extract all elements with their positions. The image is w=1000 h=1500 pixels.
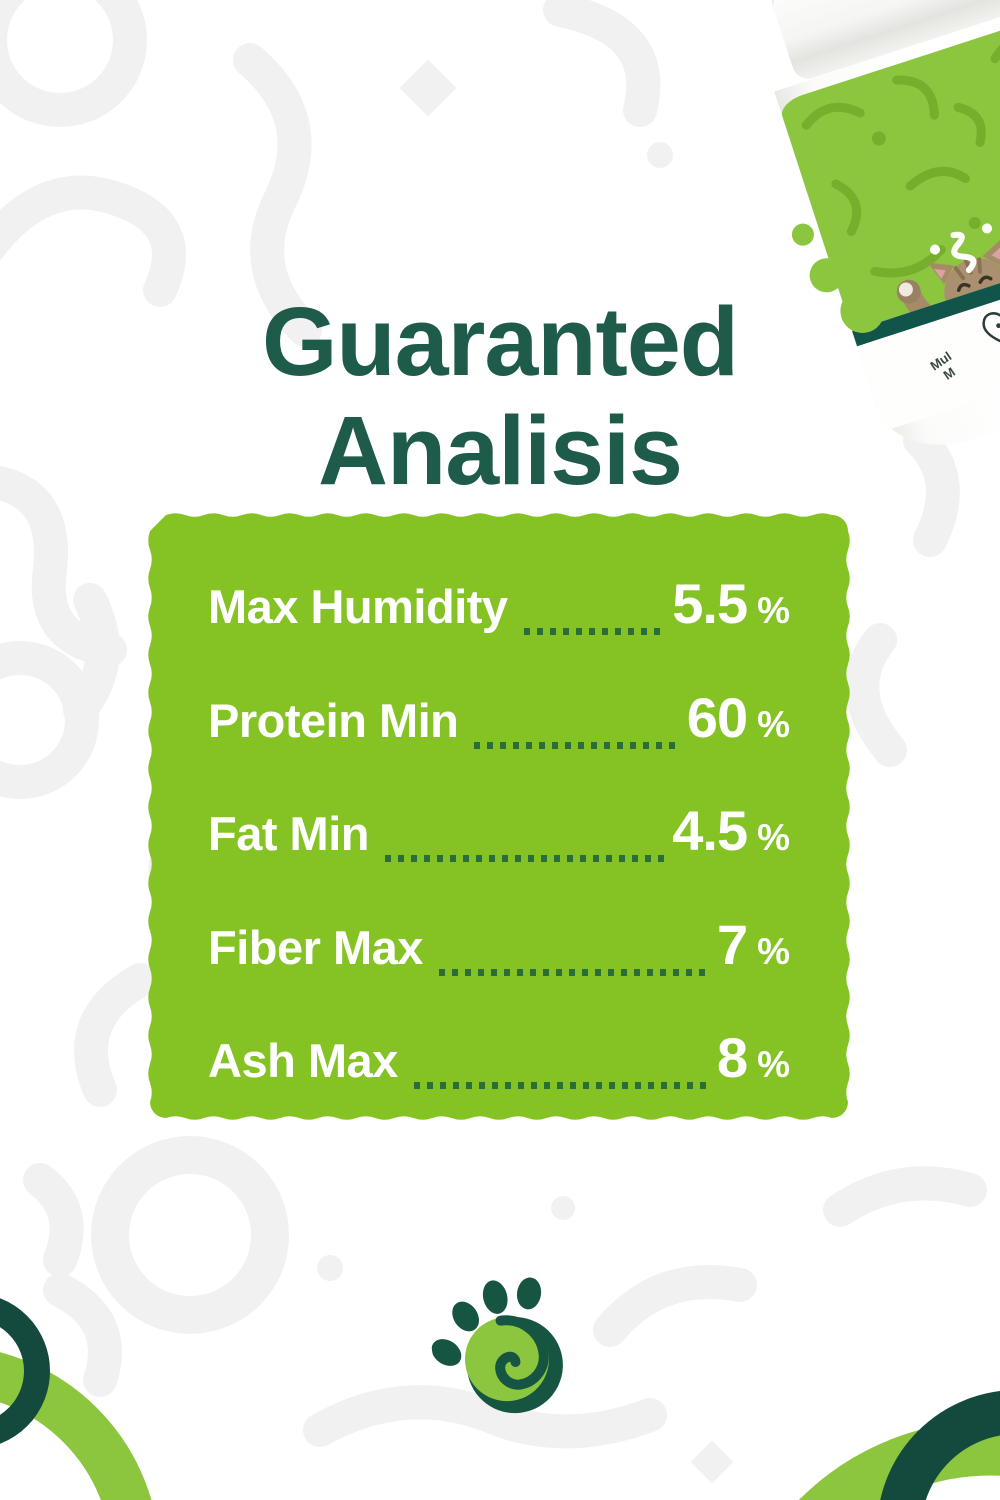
row-label: Ash Max bbox=[208, 1034, 398, 1087]
row-label: Fiber Max bbox=[208, 920, 423, 974]
row-label: Fat Min bbox=[208, 807, 369, 860]
row-unit: % bbox=[757, 590, 790, 631]
bottom-right-green-ring bbox=[798, 1420, 1000, 1500]
dotted-leader bbox=[523, 628, 665, 635]
page-title-line2: Analisis bbox=[318, 395, 683, 505]
dotted-leader bbox=[474, 741, 679, 749]
dotted-leader bbox=[438, 968, 709, 976]
row-label: Protein Min bbox=[208, 693, 459, 747]
analysis-row: Protein Min 60 % bbox=[208, 685, 790, 750]
confetti-doodles bbox=[929, 223, 993, 274]
analysis-row: Ash Max 8 % bbox=[208, 1025, 790, 1090]
row-unit: % bbox=[757, 930, 790, 972]
row-value: 5.5 bbox=[672, 572, 748, 635]
analysis-row: Max Humidity 5.5 % bbox=[208, 571, 790, 636]
analysis-panel: Max Humidity 5.5 % Protein Min 60 % Fat … bbox=[148, 513, 850, 1120]
row-value: 7 bbox=[716, 912, 748, 976]
dotted-leader bbox=[384, 855, 665, 862]
analysis-row: Fiber Max 7 % bbox=[208, 912, 790, 977]
row-label: Max Humidity bbox=[208, 580, 508, 633]
page-title-line1: Guaranted bbox=[261, 287, 739, 396]
row-unit: % bbox=[757, 817, 790, 858]
paw-swirl-logo-icon bbox=[431, 1277, 563, 1414]
row-value: 8 bbox=[716, 1026, 748, 1089]
row-value: 60 bbox=[686, 685, 748, 749]
row-unit: % bbox=[757, 703, 790, 745]
bottom-left-green-ring bbox=[0, 1352, 152, 1500]
jar-body-blob bbox=[789, 220, 817, 249]
dotted-leader bbox=[413, 1082, 709, 1089]
jar-label-squiggle-pattern bbox=[801, 28, 1000, 278]
product-jar: Sp Spi Mul M bbox=[700, 0, 1000, 493]
page-title: Guaranted Analisis bbox=[0, 287, 1000, 505]
analysis-row: Fat Min 4.5 % bbox=[208, 798, 790, 863]
analysis-panel-wavy-background bbox=[148, 513, 850, 1120]
row-value: 4.5 bbox=[672, 799, 748, 862]
bottom-left-dark-ring bbox=[0, 1298, 50, 1444]
row-unit: % bbox=[757, 1044, 790, 1085]
